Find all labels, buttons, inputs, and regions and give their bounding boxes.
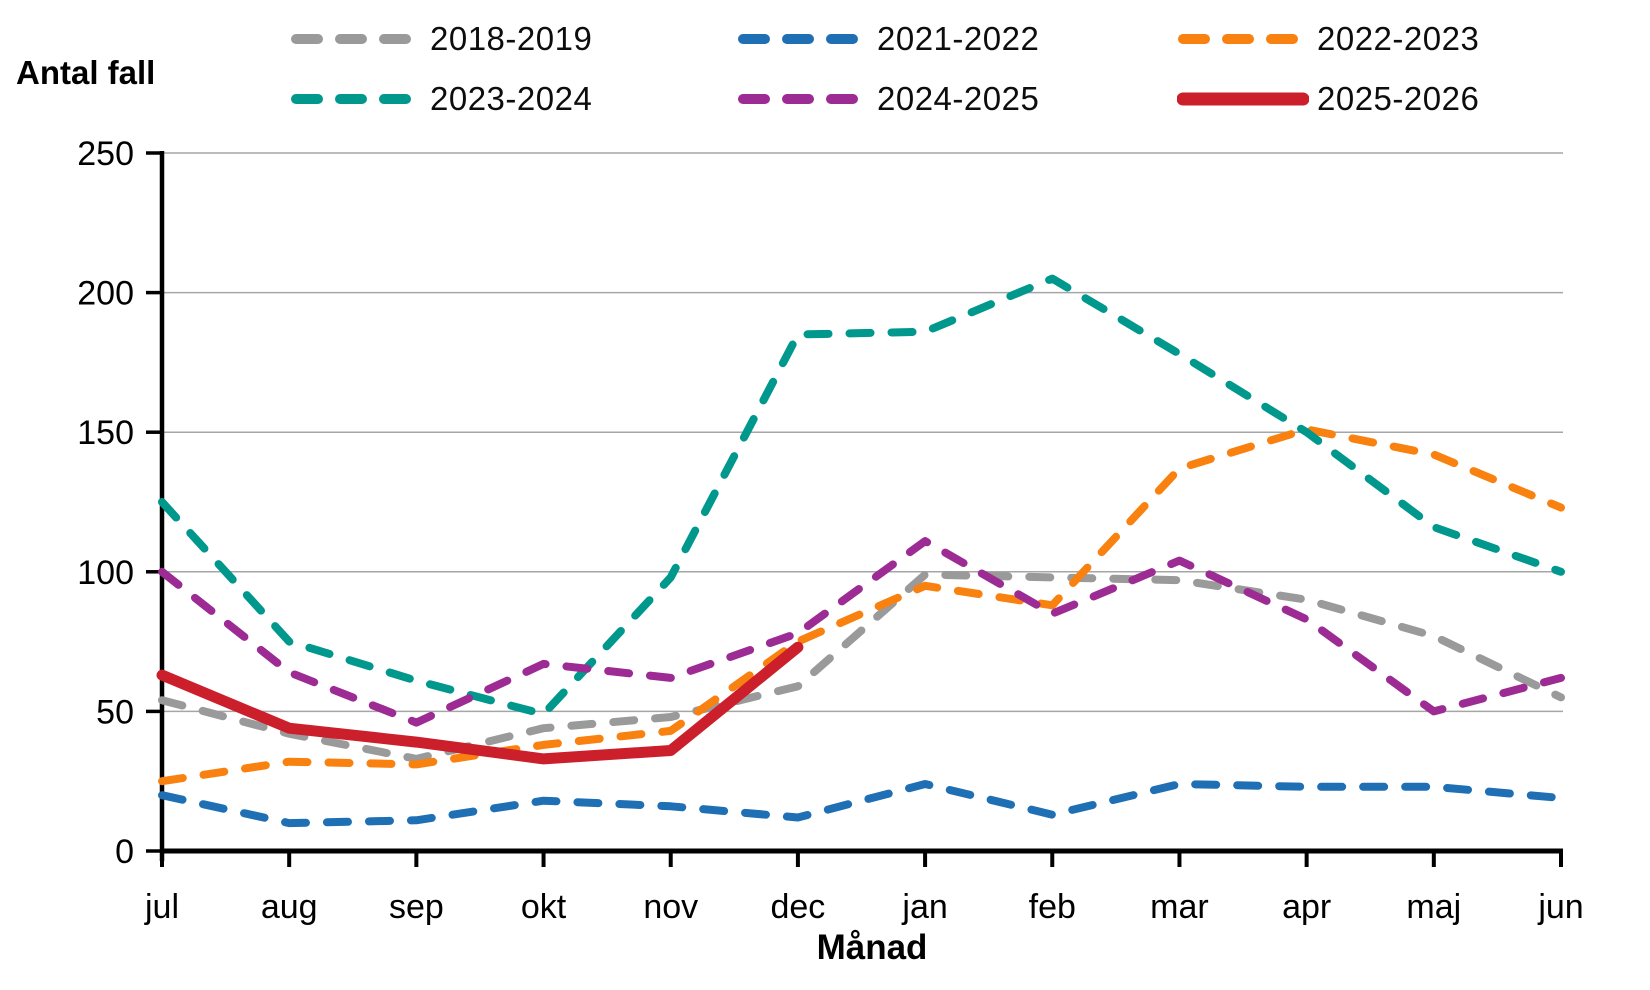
x-tick-label: jul [144, 888, 179, 926]
series-line-2021-2022 [158, 780, 1565, 828]
legend-line-icon [291, 94, 421, 104]
y-tick-label: 150 [77, 414, 134, 452]
x-tick-label: jun [1537, 888, 1583, 926]
series-line-2023-2024 [158, 274, 1565, 719]
legend-item-2023-2024: 2023-2024 [290, 76, 737, 122]
x-tick-label: maj [1406, 888, 1461, 926]
legend-item-2018-2019: 2018-2019 [290, 16, 737, 62]
x-tick-label: aug [261, 888, 318, 926]
x-tick-label: dec [770, 888, 825, 926]
legend-line-icon [1177, 92, 1309, 106]
y-axis-title: Antal fall [16, 54, 156, 91]
legend-label: 2023-2024 [430, 80, 593, 117]
x-tick-label: okt [521, 888, 567, 926]
y-tick-label: 250 [77, 135, 134, 173]
x-tick-label: mar [1150, 888, 1209, 926]
legend-label: 2022-2023 [1317, 20, 1480, 57]
legend-item-2025-2026: 2025-2026 [1177, 76, 1637, 122]
series-line-2018-2019 [158, 570, 1565, 763]
legend-item-2022-2023: 2022-2023 [1177, 16, 1637, 62]
x-tick-label: apr [1282, 888, 1331, 926]
series-line-2024-2025 [158, 537, 1565, 727]
x-axis-title: Månad [816, 928, 928, 967]
legend-line-icon [291, 34, 421, 44]
x-tick-label: feb [1029, 888, 1076, 926]
legend-label: 2021-2022 [877, 20, 1040, 57]
legend-label: 2024-2025 [877, 80, 1040, 117]
chart-legend: 2018-2019 2021-2022 2022-2023 2023-2024 2024… [290, 16, 1637, 122]
series-line-2025-2026 [156, 641, 804, 765]
legend-line-icon [1178, 34, 1308, 44]
legend-item-2024-2025: 2024-2025 [737, 76, 1177, 122]
legend-line-icon [738, 94, 868, 104]
x-tick-label: nov [643, 888, 698, 926]
x-tick-label: sep [389, 888, 444, 926]
y-tick-label: 100 [77, 554, 134, 592]
series-line-2022-2023 [158, 425, 1565, 786]
legend-item-2021-2022: 2021-2022 [737, 16, 1177, 62]
legend-label: 2025-2026 [1317, 80, 1480, 117]
y-tick-label: 0 [115, 833, 134, 871]
legend-label: 2018-2019 [430, 20, 593, 57]
y-tick-label: 50 [96, 693, 134, 731]
y-tick-label: 200 [77, 275, 134, 313]
x-tick-label: jan [901, 888, 947, 926]
legend-line-icon [738, 34, 868, 44]
